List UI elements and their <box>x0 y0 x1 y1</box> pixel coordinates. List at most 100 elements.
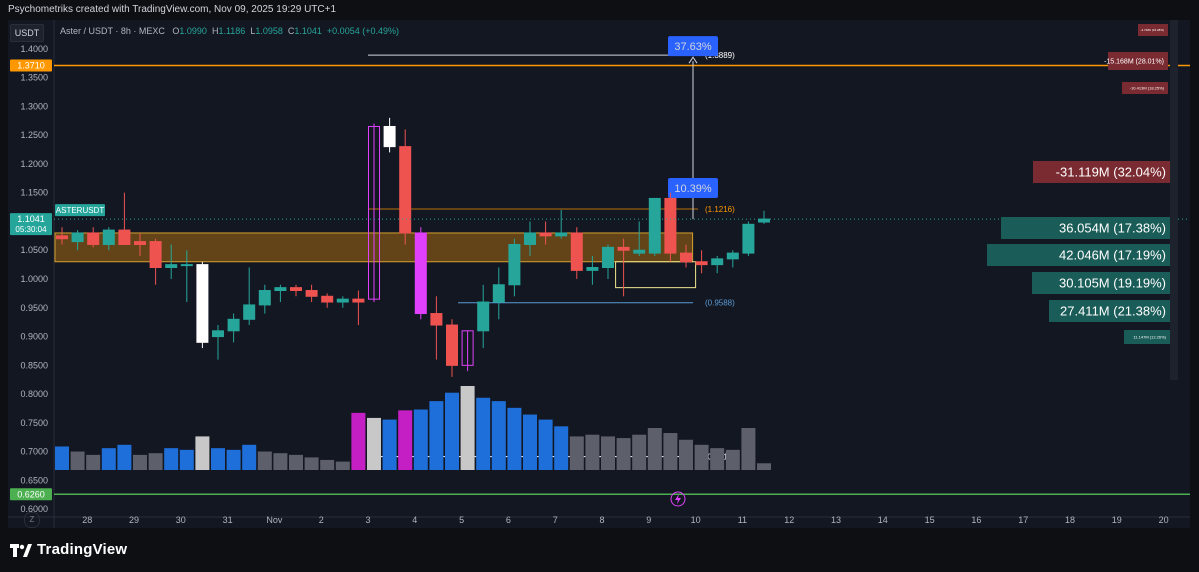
volume-bar <box>429 401 444 470</box>
volume-profile-label: 42.046M (17.19%) <box>1059 248 1166 263</box>
candlestick-chart[interactable]: 1.4000 1.3500 1.3000 1.2500 1.2000 1.1500 1.10… <box>8 20 1190 528</box>
x-tick-label: 9 <box>646 515 651 525</box>
y-tick-label: 1.3500 <box>20 73 48 83</box>
candle-body <box>149 241 162 268</box>
x-tick-label: 29 <box>129 515 139 525</box>
y-tick-label: 1.3000 <box>20 101 48 111</box>
candle-body <box>586 267 599 271</box>
candle-body <box>212 330 224 338</box>
volume-bar <box>55 446 69 470</box>
x-tick-label: 20 <box>1159 515 1169 525</box>
volume-bar <box>179 449 194 470</box>
symbol-tag <box>55 204 105 217</box>
volume-bar <box>445 392 459 470</box>
x-tick-label: 7 <box>553 515 558 525</box>
volume-bar <box>367 417 381 470</box>
candle-body <box>56 235 68 240</box>
volume-profile-label: -31.119M (32.04%) <box>1056 165 1166 180</box>
candle-body <box>118 229 131 245</box>
volume-bar <box>585 434 600 470</box>
x-tick-label: 4 <box>412 515 417 525</box>
candle-body <box>383 125 396 148</box>
volume-profile-bar <box>1032 272 1170 294</box>
x-tick-label: 10 <box>691 515 701 525</box>
y-tick-label: 0.6000 <box>20 504 48 514</box>
candle-body <box>196 264 209 343</box>
volume-profile-bar <box>1138 24 1168 36</box>
candle-body <box>758 218 770 223</box>
currency-button[interactable]: USDT <box>10 24 44 42</box>
symbol-tag-label: ASTERUSDT <box>56 206 105 215</box>
low-value: 1.0958 <box>255 26 283 36</box>
candle-body <box>134 241 146 245</box>
volume-profile-bar <box>987 244 1170 266</box>
candle-body <box>539 232 552 237</box>
high-value: 1.1186 <box>218 26 246 36</box>
candle-body <box>399 146 412 234</box>
credit-text: Psychometriks created with TradingView.c… <box>8 4 337 15</box>
candle-body <box>87 232 100 245</box>
projection-badge <box>668 178 718 199</box>
candle-body <box>243 304 256 320</box>
credit-bar: Psychometriks created with TradingView.c… <box>0 0 1199 20</box>
candle-body <box>290 287 302 292</box>
lightning-indicator-icon[interactable] <box>670 491 686 507</box>
zoom-reset-button[interactable]: Z <box>24 512 40 528</box>
tradingview-logo: TradingView <box>10 541 127 558</box>
candle-body <box>711 258 724 266</box>
volume-bar <box>741 428 756 470</box>
volume-bar <box>242 444 257 470</box>
open-value: 1.0990 <box>179 26 207 36</box>
level-label: (0.9588) <box>705 299 735 308</box>
candle-body <box>602 246 614 268</box>
candle-body <box>414 232 427 315</box>
candle-body <box>165 264 178 268</box>
x-tick-label: Nov <box>266 515 283 525</box>
volume-bar <box>523 414 537 470</box>
symbol-label: Aster / USDT · 8h · MEXC <box>60 26 165 36</box>
high-label: H <box>211 26 219 36</box>
candle-body <box>274 287 287 292</box>
low-label: L <box>250 26 256 36</box>
change-value: +0.0054 (+0.49%) <box>326 26 399 36</box>
volume-bar <box>679 439 693 470</box>
x-tick-label: 12 <box>784 515 794 525</box>
x-tick-label: 6 <box>506 515 511 525</box>
projection-arrow-head <box>688 56 698 64</box>
volume-bar <box>382 419 397 470</box>
candle-body <box>742 223 755 254</box>
volume-bar <box>289 454 303 470</box>
volume-bar <box>616 438 631 470</box>
volume-bar <box>164 448 179 470</box>
y-tick-label: 1.4000 <box>20 44 48 54</box>
candle-body <box>680 252 692 263</box>
volume-bar <box>710 448 725 470</box>
volume-bar <box>491 401 506 470</box>
volume-bar <box>335 461 350 470</box>
chart-area[interactable]: 1.4000 1.3500 1.3000 1.2500 1.2000 1.1500 1.10… <box>8 20 1190 528</box>
ohlc-legend: Aster / USDT · 8h · MEXC O1.0990 H1.1186… <box>60 26 399 36</box>
price-tag <box>10 213 52 236</box>
volume-bar <box>117 444 132 470</box>
candle-body <box>305 290 318 297</box>
volume-bar <box>554 426 569 470</box>
projection-badge-label: 10.39% <box>674 183 712 195</box>
candle-body <box>258 290 271 306</box>
volume-bar <box>647 428 662 470</box>
candle-body <box>352 298 365 303</box>
price-tag-countdown: 05:30:04 <box>15 225 47 234</box>
candle-body <box>321 295 334 303</box>
volume-bar <box>538 419 553 470</box>
projection-target-label: (1.3889) <box>705 51 735 60</box>
x-tick-label: 15 <box>925 515 935 525</box>
candle-body <box>695 261 708 266</box>
volume-profile-bar <box>1108 52 1168 70</box>
candle-body <box>617 246 630 251</box>
volume-bar <box>476 397 491 470</box>
volume-bar <box>320 459 335 470</box>
volume-bar <box>70 451 85 470</box>
volume-bar <box>632 434 647 470</box>
y-tick-label: 0.6500 <box>20 475 48 485</box>
candle-body <box>461 330 474 366</box>
y-tick-label: 1.0000 <box>20 274 48 284</box>
